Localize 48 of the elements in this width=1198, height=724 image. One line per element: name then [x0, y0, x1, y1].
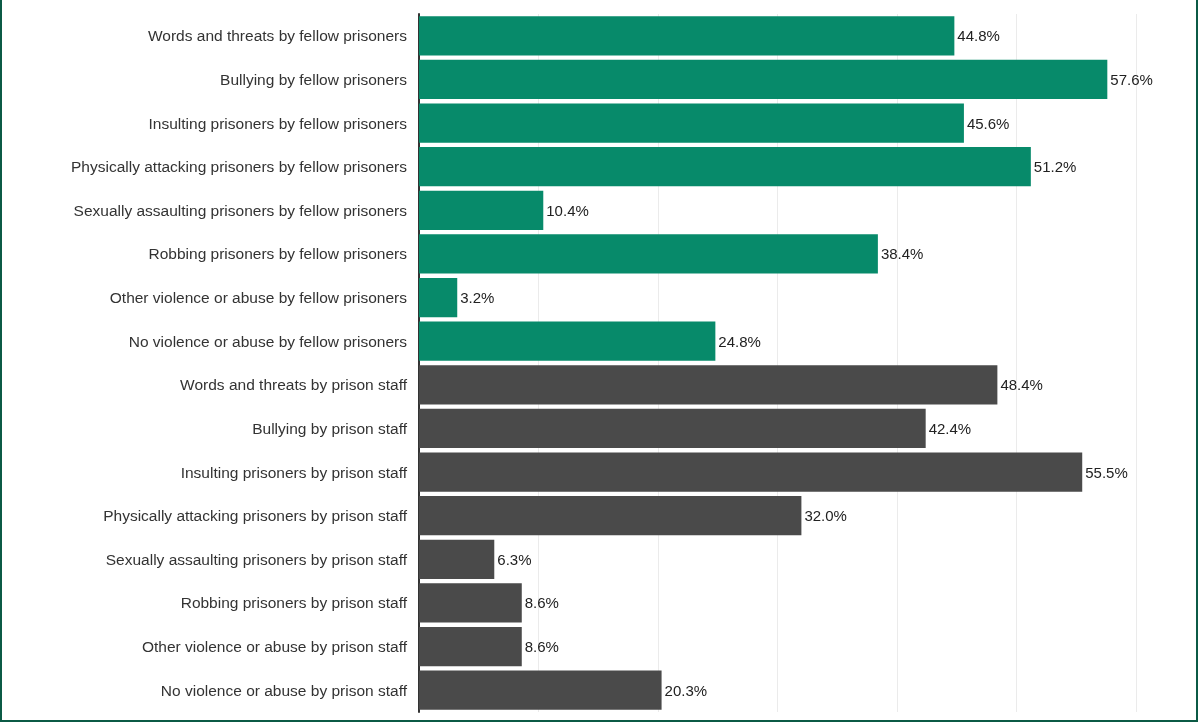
y-tick-label: Robbing prisoners by fellow prisoners	[148, 245, 408, 263]
data-label: 32.0%	[804, 507, 847, 525]
data-label: 24.8%	[718, 332, 761, 350]
data-label: 8.6%	[524, 594, 559, 612]
y-tick-label: No violence or abuse by fellow prisoners	[128, 332, 408, 350]
data-label: 45.6%	[966, 114, 1010, 132]
bar	[419, 277, 458, 318]
y-tick-label: No violence or abuse by prison staff	[160, 681, 408, 699]
data-label: 20.3%	[664, 681, 708, 699]
bar	[419, 59, 1108, 100]
data-label: 44.8%	[957, 27, 1000, 45]
data-label: 3.2%	[460, 289, 495, 307]
y-tick-label: Insulting prisoners by prison staff	[180, 463, 408, 481]
bar	[419, 321, 716, 361]
y-tick-label: Robbing prisoners by prison staff	[180, 594, 408, 612]
y-tick-label: Physically attacking prisoners by fellow prisoners	[71, 158, 408, 176]
y-tick-label: Sexually assaulting prisoners by prison staff	[105, 550, 408, 568]
bar	[419, 190, 544, 230]
bar	[419, 234, 878, 274]
y-tick-label: Words and threats by fellow prisoners	[147, 27, 408, 45]
y-tick-label: Words and threats by prison staff	[180, 376, 408, 394]
bar	[419, 408, 926, 449]
y-tick-label: Bullying by fellow prisoners	[220, 70, 408, 88]
data-label: 55.5%	[1085, 463, 1128, 481]
y-tick-label: Bullying by prison staff	[252, 419, 408, 437]
bar	[419, 583, 522, 623]
data-label: 10.4%	[546, 201, 589, 219]
y-tick-label: Insulting prisoners by fellow prisoners	[148, 114, 408, 132]
data-label: 48.4%	[1000, 376, 1043, 394]
bar	[419, 539, 495, 579]
bar	[419, 16, 955, 56]
y-tick-label: Sexually assaulting prisoners by fellow prisoners	[73, 201, 408, 219]
bar	[419, 103, 964, 143]
y-tick-label: Other violence or abuse by prison staff	[141, 638, 408, 656]
y-tick-label: Physically attacking prisoners by prison staff	[103, 507, 408, 525]
data-label: 51.2%	[1033, 158, 1077, 176]
data-label: 57.6%	[1110, 70, 1153, 88]
bar	[419, 670, 662, 710]
bar	[419, 365, 998, 405]
bar	[419, 626, 522, 667]
data-label: 38.4%	[880, 245, 924, 263]
data-label: 6.3%	[497, 550, 532, 568]
bar	[419, 496, 802, 536]
data-label: 8.6%	[524, 638, 559, 656]
data-label: 42.4%	[928, 419, 972, 437]
bar	[419, 147, 1031, 187]
y-tick-label: Other violence or abuse by fellow prisoners	[109, 289, 408, 307]
bar	[419, 452, 1083, 492]
